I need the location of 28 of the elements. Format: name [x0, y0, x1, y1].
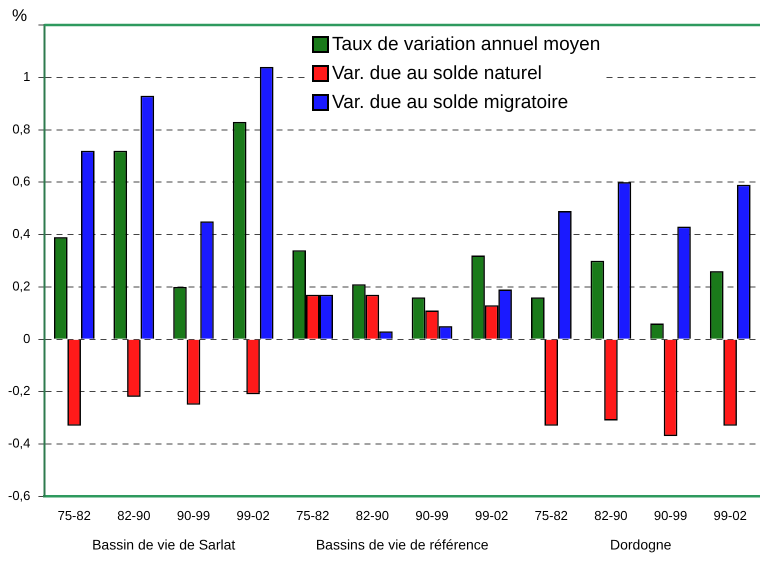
x-tick-label: 82-90 [356, 508, 390, 523]
x-tick-label: 90-99 [654, 508, 688, 523]
x-tick-label: 90-99 [415, 508, 449, 523]
y-tick-label: -0,4 [8, 436, 30, 451]
legend-label: Taux de variation annuel moyen [332, 34, 600, 56]
y-axis-title: % [12, 6, 28, 26]
x-tick-label: 82-90 [117, 508, 150, 523]
x-tick-label: 75-82 [58, 508, 91, 523]
x-tick-label: 75-82 [534, 508, 568, 523]
y-tick-label: -0,6 [8, 488, 30, 503]
x-tick-label: 75-82 [296, 508, 330, 523]
y-tick-label: 0,2 [12, 278, 30, 294]
x-tick-label: 90-99 [176, 508, 210, 523]
y-tick-label: 0 [23, 330, 30, 346]
x-tick-label: 99-02 [714, 508, 747, 523]
legend-label: Var. due au solde naturel [332, 62, 542, 84]
y-tick-label: 0,4 [12, 226, 30, 242]
legend-label: Var. due au solde migratoire [332, 92, 568, 114]
text: Bassin de vie de Sarlat [92, 536, 236, 552]
y-tick-label: -0,2 [8, 383, 30, 398]
text: Dordogne [610, 536, 672, 552]
y-tick-label: 0,8 [12, 121, 30, 136]
y-tick-label: 1 [23, 68, 30, 84]
x-tick-label: 99-02 [475, 508, 508, 523]
text: Bassins de vie de référence [316, 536, 489, 552]
y-tick-label: 0,6 [12, 174, 30, 189]
x-tick-label: 99-02 [236, 508, 270, 523]
x-tick-label: 82-90 [594, 508, 628, 523]
